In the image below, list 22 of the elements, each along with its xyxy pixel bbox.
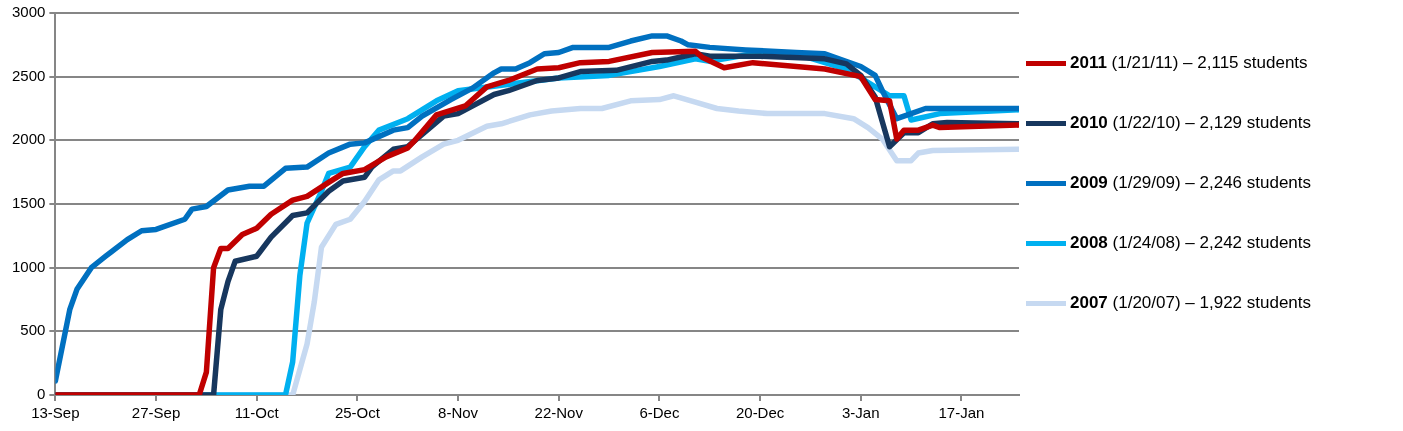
y-tick-label: 1500: [11, 194, 46, 212]
legend-label: 2011 (1/21/11) – 2,115 students: [1070, 53, 1308, 73]
x-tick-label: 6-Dec: [639, 404, 680, 422]
x-tick-label: 11-Oct: [234, 404, 280, 422]
legend-label: 2008 (1/24/08) – 2,242 students: [1070, 233, 1312, 253]
y-tick-label: 3000: [11, 3, 46, 21]
y-tick-label: 0: [37, 385, 46, 403]
y-tick-label: 500: [20, 321, 46, 339]
x-tick-label: 3-Jan: [842, 404, 880, 422]
x-tick-label: 8-Nov: [438, 404, 479, 422]
y-tick-label: 1000: [11, 257, 46, 275]
legend-label: 2007 (1/20/07) – 1,922 students: [1070, 293, 1312, 313]
x-tick-label: 25-Oct: [334, 404, 381, 422]
x-tick-label: 20-Dec: [735, 404, 785, 422]
x-tick-label: 17-Jan: [938, 404, 985, 422]
x-tick-label: 27-Sep: [131, 404, 181, 422]
y-tick-label: 2000: [11, 130, 46, 148]
x-tick-label: 13-Sep: [31, 404, 80, 422]
legend-label: 2009 (1/29/09) – 2,246 students: [1070, 173, 1312, 193]
x-tick-label: 22-Nov: [534, 404, 584, 422]
y-tick-label: 2500: [11, 66, 46, 84]
legend-label: 2010 (1/22/10) – 2,129 students: [1070, 113, 1312, 133]
